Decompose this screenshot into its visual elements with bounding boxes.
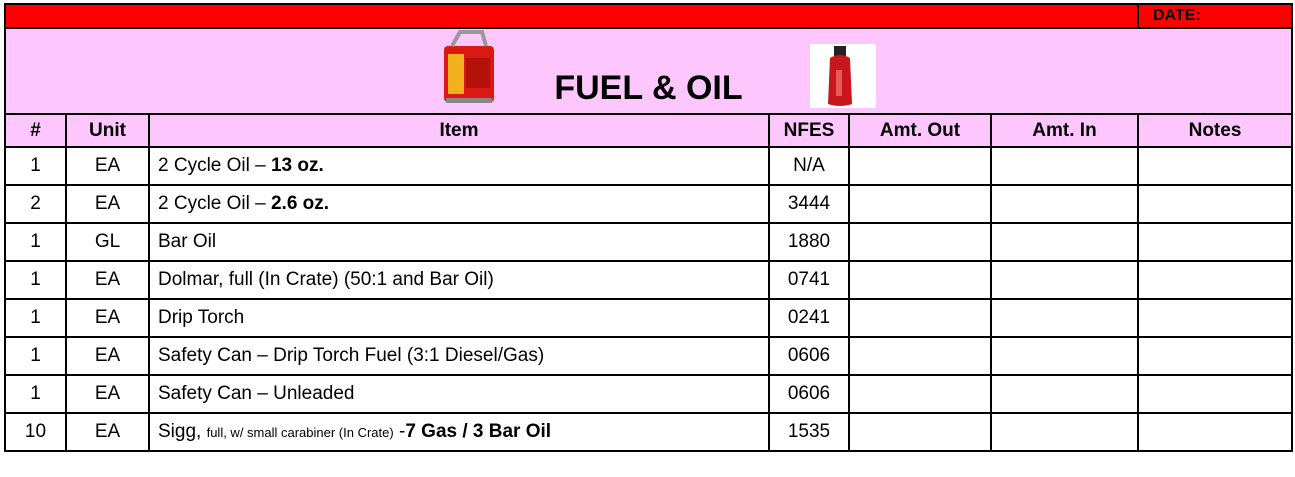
item-text: Sigg, [158, 421, 207, 442]
item-cell: Drip Torch [149, 299, 769, 337]
item-cell: 2 Cycle Oil – 2.6 oz. [149, 185, 769, 223]
item-text: 7 Gas / 3 Bar Oil [405, 421, 551, 442]
notes-cell [1138, 299, 1292, 337]
column-header: Item [149, 114, 769, 147]
qty-cell: 10 [5, 413, 66, 451]
unit-cell: EA [66, 147, 149, 185]
amt-in-cell [991, 223, 1138, 261]
item-text: Safety Can – Unleaded [158, 383, 354, 404]
item-text: Drip Torch [158, 307, 244, 328]
notes-cell [1138, 337, 1292, 375]
item-text: Dolmar, full (In Crate) (50:1 and Bar Oi… [158, 269, 494, 290]
amt-in-cell [991, 337, 1138, 375]
item-cell: 2 Cycle Oil – 13 oz. [149, 147, 769, 185]
amt-in-cell [991, 299, 1138, 337]
item-cell: Sigg, full, w/ small carabiner (In Crate… [149, 413, 769, 451]
column-header: Amt. Out [849, 114, 991, 147]
amt-out-cell [849, 337, 991, 375]
notes-cell [1138, 223, 1292, 261]
notes-cell [1138, 185, 1292, 223]
qty-cell: 1 [5, 337, 66, 375]
date-label: DATE: [1138, 4, 1292, 28]
nfes-cell: 3444 [769, 185, 849, 223]
unit-cell: GL [66, 223, 149, 261]
unit-cell: EA [66, 261, 149, 299]
nfes-cell: 0606 [769, 375, 849, 413]
item-text: Safety Can – Drip Torch Fuel (3:1 Diesel… [158, 345, 544, 366]
item-text: full, w/ small carabiner (In Crate) [207, 425, 394, 440]
amt-out-cell [849, 299, 991, 337]
amt-out-cell [849, 185, 991, 223]
item-text: 2 Cycle Oil – [158, 155, 271, 176]
title-row: FUEL & OIL [5, 28, 1292, 114]
qty-cell: 1 [5, 147, 66, 185]
unit-cell: EA [66, 185, 149, 223]
notes-cell [1138, 413, 1292, 451]
nfes-cell: N/A [769, 147, 849, 185]
item-text: - [394, 421, 406, 442]
item-text: 2.6 oz. [271, 193, 329, 214]
unit-cell: EA [66, 375, 149, 413]
nfes-cell: 0241 [769, 299, 849, 337]
amt-out-cell [849, 147, 991, 185]
notes-cell [1138, 147, 1292, 185]
red-band [5, 4, 1138, 28]
column-header: Notes [1138, 114, 1292, 147]
amt-out-cell [849, 261, 991, 299]
column-header: Unit [66, 114, 149, 147]
nfes-cell: 0606 [769, 337, 849, 375]
amt-in-cell [991, 375, 1138, 413]
unit-cell: EA [66, 337, 149, 375]
nfes-cell: 1535 [769, 413, 849, 451]
qty-cell: 1 [5, 299, 66, 337]
amt-out-cell [849, 413, 991, 451]
unit-cell: EA [66, 413, 149, 451]
unit-cell: EA [66, 299, 149, 337]
item-cell: Dolmar, full (In Crate) (50:1 and Bar Oi… [149, 261, 769, 299]
item-cell: Safety Can – Drip Torch Fuel (3:1 Diesel… [149, 337, 769, 375]
notes-cell [1138, 375, 1292, 413]
qty-cell: 1 [5, 223, 66, 261]
amt-in-cell [991, 185, 1138, 223]
title: FUEL & OIL [6, 69, 1291, 108]
qty-cell: 1 [5, 375, 66, 413]
item-text: 2 Cycle Oil – [158, 193, 271, 214]
title-cell: FUEL & OIL [5, 28, 1292, 114]
page: {"header": {"date_label": "DATE:", "titl… [0, 0, 1295, 477]
nfes-cell: 1880 [769, 223, 849, 261]
top-bar: DATE: [5, 4, 1292, 28]
fuel-bottle-icon [810, 44, 876, 108]
amt-out-cell [849, 223, 991, 261]
item-cell: Bar Oil [149, 223, 769, 261]
item-cell: Safety Can – Unleaded [149, 375, 769, 413]
notes-cell [1138, 261, 1292, 299]
amt-in-cell [991, 261, 1138, 299]
amt-in-cell [991, 413, 1138, 451]
qty-cell: 1 [5, 261, 66, 299]
item-text: 13 oz. [271, 155, 324, 176]
amt-in-cell [991, 147, 1138, 185]
item-text: Bar Oil [158, 231, 216, 252]
column-header: Amt. In [991, 114, 1138, 147]
column-header: # [5, 114, 66, 147]
qty-cell: 2 [5, 185, 66, 223]
gas-can-icon [438, 28, 502, 106]
amt-out-cell [849, 375, 991, 413]
column-header: NFES [769, 114, 849, 147]
nfes-cell: 0741 [769, 261, 849, 299]
